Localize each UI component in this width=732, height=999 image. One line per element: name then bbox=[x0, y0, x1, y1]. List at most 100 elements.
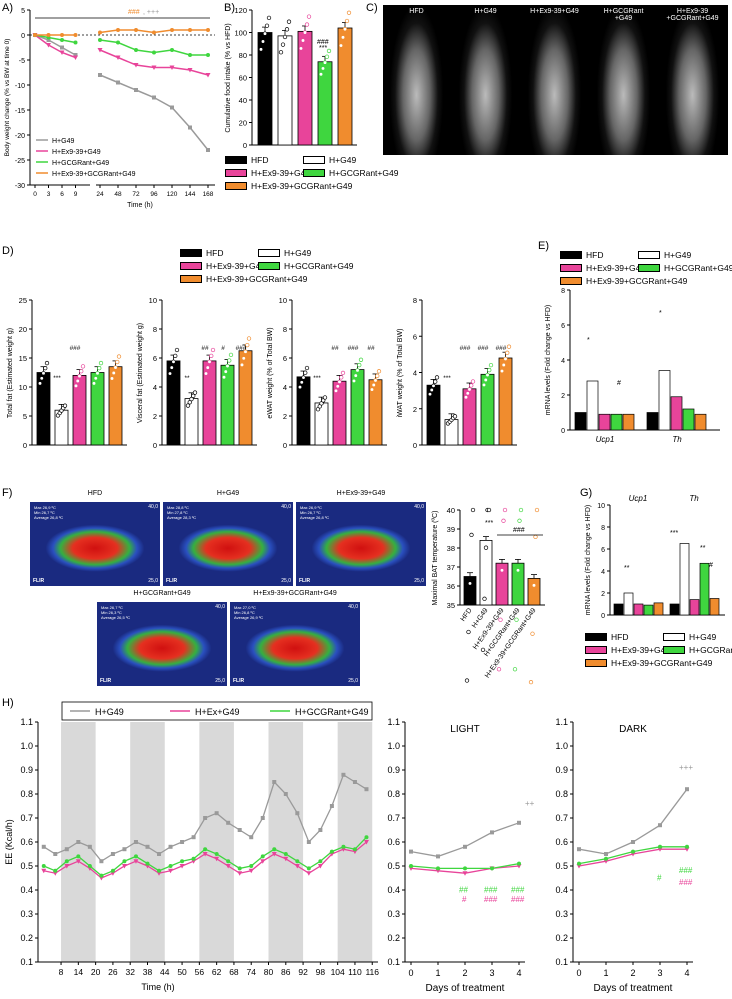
data-point bbox=[203, 847, 208, 852]
data-point bbox=[225, 864, 231, 869]
legend-item: H+GCGRant+G49 bbox=[638, 263, 732, 273]
data-point bbox=[44, 360, 50, 366]
x-tick-label: 104 bbox=[331, 967, 345, 977]
legend-item: H+Ex9-39+GCGRant+G49 bbox=[560, 276, 687, 286]
y-tick-label: 5 bbox=[21, 8, 25, 15]
data-point bbox=[338, 43, 344, 48]
data-point bbox=[73, 40, 78, 45]
y-axis-label: mRNA levels (Fold change vs HFD) bbox=[585, 505, 592, 615]
y-tick-label: 0.4 bbox=[20, 885, 33, 895]
data-point bbox=[249, 835, 254, 840]
bar-H+Ex9-39+GCGRant+G49 bbox=[622, 413, 635, 431]
bar-H+Ex9-39+GCGRant+G49 bbox=[709, 598, 720, 616]
panel-label-d: D) bbox=[2, 245, 14, 257]
series-line-H+GCGRant+G49 bbox=[34, 34, 76, 44]
legend-item: H+Ex9-39+G49 bbox=[225, 168, 310, 178]
data-point bbox=[431, 383, 436, 388]
bar-H+Ex9-39+G49 bbox=[598, 413, 611, 431]
data-point bbox=[464, 678, 470, 683]
data-point bbox=[483, 377, 488, 383]
y-tick-label: 0.4 bbox=[387, 885, 400, 895]
sig-label: # bbox=[657, 873, 662, 882]
data-point bbox=[482, 596, 487, 601]
legend-label: HFD bbox=[611, 632, 629, 642]
y-tick-label: 4 bbox=[283, 383, 287, 392]
data-point bbox=[306, 14, 312, 19]
legend-swatch bbox=[303, 169, 325, 177]
y-tick-label: 2 bbox=[153, 412, 157, 421]
mri-label: H+GCGRant +G49 bbox=[603, 8, 644, 22]
legend-swatch bbox=[180, 249, 202, 257]
sig-label: ## bbox=[367, 345, 375, 352]
data-point bbox=[206, 28, 210, 32]
data-point bbox=[604, 852, 608, 856]
legend-swatch bbox=[560, 251, 582, 259]
sig-label: * bbox=[587, 337, 590, 344]
data-point bbox=[76, 840, 81, 844]
y-tick-label: 37 bbox=[447, 563, 455, 572]
data-point bbox=[433, 379, 438, 384]
legend-label: H+GCGRant+G49 bbox=[689, 645, 732, 655]
data-point bbox=[300, 38, 306, 43]
data-point bbox=[295, 859, 300, 864]
data-point bbox=[530, 631, 535, 636]
data-point bbox=[503, 356, 508, 362]
x-tick-label: 144 bbox=[185, 191, 196, 198]
x-tick-label: 0 bbox=[576, 968, 581, 978]
scale-min: 25,0 bbox=[281, 578, 291, 584]
data-point bbox=[168, 864, 173, 868]
data-point bbox=[133, 859, 139, 864]
data-point bbox=[260, 854, 265, 859]
data-point bbox=[64, 864, 70, 869]
sig-annotation: , +++ bbox=[143, 9, 159, 16]
y-tick-label: 0 bbox=[413, 441, 417, 450]
data-point bbox=[260, 816, 265, 820]
thermal-image: Max 26,7 ºC Min 26,3 ºC Average 26,5 ºC 40,… bbox=[97, 602, 227, 686]
dark-phase-band bbox=[199, 722, 234, 962]
legend-item: H+Ex9-39+GCGRant+G49 bbox=[225, 181, 352, 191]
y-axis-label: Body weight change (% vs BW at time 0) bbox=[4, 39, 11, 157]
legend-item: H+Ex9-39+G49 bbox=[560, 263, 645, 273]
data-point bbox=[152, 50, 156, 55]
chart-title: DARK bbox=[619, 724, 647, 735]
data-point bbox=[436, 854, 440, 859]
legend-label: H+Ex9-39+GCGRant+G49 bbox=[251, 181, 353, 191]
data-point bbox=[258, 47, 264, 52]
x-tick-label: 8 bbox=[59, 967, 64, 977]
data-point bbox=[306, 871, 312, 876]
y-tick-label: 4 bbox=[561, 358, 565, 365]
legend-label: H+Ex9-39+GCGRant+G49 bbox=[586, 276, 688, 286]
data-point bbox=[658, 823, 662, 828]
data-point bbox=[59, 50, 65, 55]
flir-logo: FLIR bbox=[166, 578, 178, 584]
x-category-label: Th bbox=[689, 494, 699, 503]
bar-H+Ex9-39+G49 bbox=[633, 603, 644, 616]
y-tick-label: 10 bbox=[597, 503, 605, 510]
data-point bbox=[283, 856, 289, 862]
y-tick-label: 0.3 bbox=[387, 909, 400, 919]
scale-min: 25,0 bbox=[414, 578, 424, 584]
y-tick-label: 1.0 bbox=[387, 741, 400, 751]
data-point bbox=[466, 629, 471, 635]
x-tick-label: 50 bbox=[177, 967, 187, 977]
panel-label-f: F) bbox=[2, 487, 13, 499]
y-tick-label: 0.6 bbox=[555, 837, 568, 847]
y-tick-label: -30 bbox=[15, 183, 25, 190]
data-point bbox=[237, 871, 243, 876]
data-point bbox=[297, 384, 303, 390]
y-tick-label: 0 bbox=[153, 441, 157, 450]
data-point bbox=[320, 66, 326, 71]
data-point bbox=[429, 387, 434, 393]
data-point bbox=[531, 583, 537, 588]
data-point bbox=[191, 856, 196, 861]
y-tick-label: 0.1 bbox=[387, 957, 400, 967]
data-point bbox=[77, 373, 82, 379]
data-point bbox=[115, 359, 120, 365]
y-tick-label: 38 bbox=[447, 544, 455, 553]
data-point bbox=[481, 382, 487, 388]
mri-label: H+G49 bbox=[474, 8, 497, 15]
subchart-D4: 0 2 4 6 8 iWAT weight (% of Total BW) *** ### ##… bbox=[397, 296, 517, 450]
data-point bbox=[191, 393, 196, 398]
chart-g: 0 2 4 6 8 10 Ucp1 Th mRNA levels (Fold change vs… bbox=[585, 494, 725, 620]
legend-swatch bbox=[180, 262, 202, 270]
